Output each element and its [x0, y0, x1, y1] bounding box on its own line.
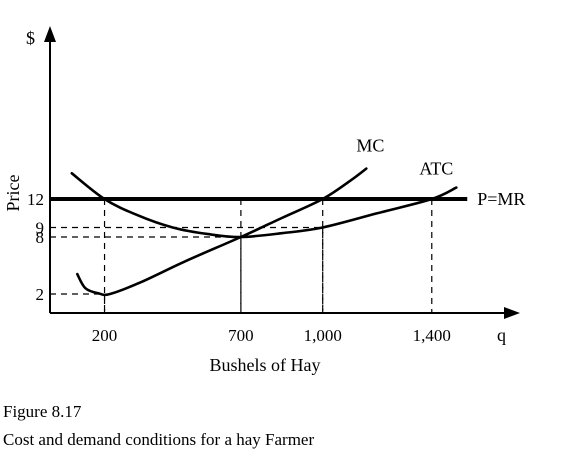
- y-tick-label: 12: [27, 190, 44, 209]
- x-axis-unit: q: [497, 325, 506, 345]
- figure-number: Figure 8.17: [3, 402, 82, 421]
- curves: [50, 167, 468, 297]
- axes: [44, 26, 520, 319]
- x-axis-arrow: [504, 307, 520, 319]
- y-axis-arrow: [44, 26, 56, 42]
- y-tick-label: 8: [36, 228, 45, 247]
- x-axis-title: Bushels of Hay: [210, 355, 321, 375]
- y-axis-title: Price: [3, 174, 23, 211]
- atc-label: ATC: [419, 159, 453, 179]
- cost-demand-chart: 2 89 12 200 700 1,000 1,400 $ q Bushels of Hay…: [3, 26, 525, 375]
- y-tick-label: 9: [36, 219, 45, 238]
- figure-caption: Cost and demand conditions for a hay Far…: [3, 430, 315, 449]
- atc-curve: [70, 172, 458, 239]
- mc-label: MC: [356, 136, 384, 156]
- dashed-reference-lines: [50, 199, 433, 313]
- x-tick-label: 1,400: [413, 326, 451, 345]
- x-tick-label: 700: [228, 326, 254, 345]
- y-axis-unit: $: [26, 28, 35, 48]
- p-mr-label: P=MR: [477, 189, 525, 209]
- tick-labels: 2 89 12 200 700 1,000 1,400: [27, 190, 451, 345]
- series-labels: MC ATC P=MR: [356, 136, 525, 209]
- x-tick-label: 1,000: [304, 326, 342, 345]
- y-tick-label: 2: [36, 285, 45, 304]
- x-tick-label: 200: [92, 326, 118, 345]
- mc-curve: [76, 167, 368, 297]
